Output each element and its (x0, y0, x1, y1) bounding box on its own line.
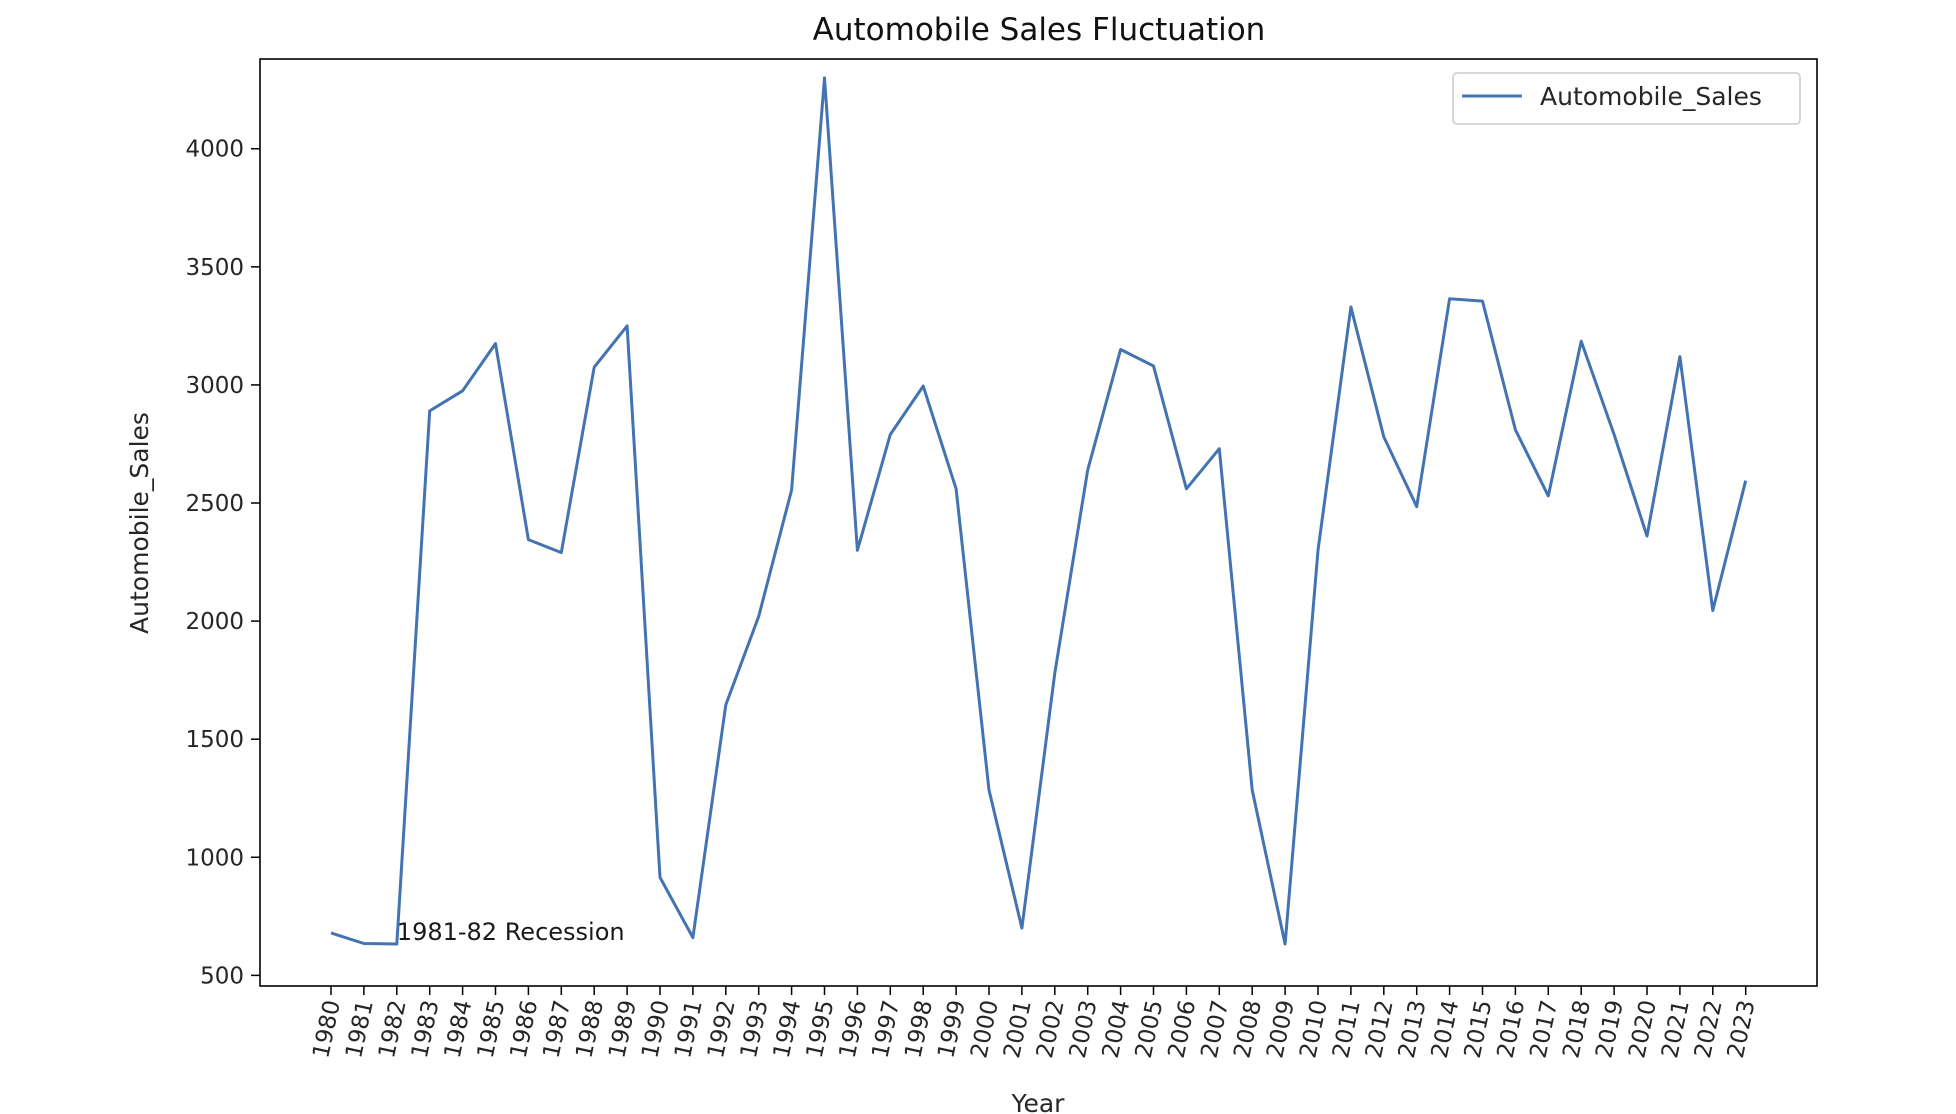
series-line-automobile-sales (330, 76, 1748, 946)
x-tick-label: 2022 (1690, 998, 1728, 1061)
x-tick-label: 2001 (999, 998, 1037, 1061)
x-tick-label: 1992 (703, 998, 741, 1061)
x-tick-label: 2021 (1657, 998, 1695, 1061)
x-tick-label: 1985 (473, 998, 511, 1061)
x-tick-label: 2002 (1032, 998, 1070, 1061)
x-tick-label: 1996 (835, 998, 873, 1061)
x-tick-label: 1995 (802, 998, 840, 1061)
x-tick-label: 1981 (341, 998, 379, 1061)
x-tick-label: 1997 (868, 998, 906, 1061)
y-axis: 500 1000 1500 2000 2500 3000 3500 4000 (185, 137, 260, 989)
x-tick-label: 1986 (506, 998, 544, 1061)
x-tick-label: 1980 (308, 998, 346, 1061)
y-tick-label: 500 (200, 963, 244, 989)
annotations: 1981-82 Recession (397, 918, 625, 946)
y-tick-label: 3500 (185, 255, 244, 281)
x-tick-label: 2017 (1526, 998, 1564, 1061)
x-tick-label: 2020 (1624, 998, 1662, 1061)
x-tick-label: 2012 (1361, 998, 1399, 1061)
y-tick-label: 2500 (185, 491, 244, 517)
y-tick-label: 2000 (185, 609, 244, 635)
x-tick-label: 2018 (1558, 998, 1596, 1061)
x-tick-label: 2023 (1723, 998, 1761, 1061)
x-tick-label: 1984 (440, 998, 478, 1061)
plot-area-frame (259, 58, 1818, 987)
x-tick-label: 1991 (670, 998, 708, 1061)
x-tick-label: 1988 (571, 998, 609, 1061)
x-axis: 1980198119821983198419851986198719881989… (308, 986, 1761, 1061)
x-tick-label: 2016 (1493, 998, 1531, 1061)
y-tick-label: 1500 (185, 727, 244, 753)
x-tick-label: 2009 (1262, 998, 1300, 1061)
y-axis-label: Automobile_Sales (125, 412, 154, 634)
x-tick-label: 1998 (900, 998, 938, 1061)
y-tick-label: 4000 (185, 137, 244, 163)
legend-entry-label: Automobile_Sales (1540, 82, 1762, 111)
x-tick-label: 1990 (637, 998, 675, 1061)
y-tick-label: 3000 (185, 373, 244, 399)
x-tick-label: 2010 (1295, 998, 1333, 1061)
x-tick-label: 2008 (1229, 998, 1267, 1061)
x-tick-label: 1999 (933, 998, 971, 1061)
x-tick-label: 1987 (539, 998, 577, 1061)
x-tick-label: 1993 (736, 998, 774, 1061)
x-tick-label: 2005 (1131, 998, 1169, 1061)
x-tick-label: 1982 (374, 998, 412, 1061)
x-tick-label: 2019 (1591, 998, 1629, 1061)
x-axis-label: Year (1011, 1089, 1066, 1114)
x-tick-label: 2003 (1065, 998, 1103, 1061)
annotation-label: 1981-82 Recession (397, 918, 625, 946)
legend: Automobile_Sales (1452, 72, 1801, 125)
x-tick-label: 2007 (1197, 998, 1235, 1061)
x-tick-label: 2000 (966, 998, 1004, 1061)
x-tick-label: 1983 (407, 998, 445, 1061)
x-tick-label: 2013 (1394, 998, 1432, 1061)
legend-box (1452, 72, 1801, 125)
x-tick-label: 2006 (1164, 998, 1202, 1061)
x-tick-label: 2004 (1098, 998, 1136, 1061)
x-tick-label: 1994 (769, 998, 807, 1061)
y-tick-label: 1000 (185, 845, 244, 871)
x-tick-label: 1989 (604, 998, 642, 1061)
x-tick-label: 2011 (1328, 998, 1366, 1061)
x-tick-label: 2014 (1427, 998, 1465, 1061)
x-tick-label: 2015 (1460, 998, 1498, 1061)
chart-title: Automobile Sales Fluctuation (813, 12, 1266, 48)
